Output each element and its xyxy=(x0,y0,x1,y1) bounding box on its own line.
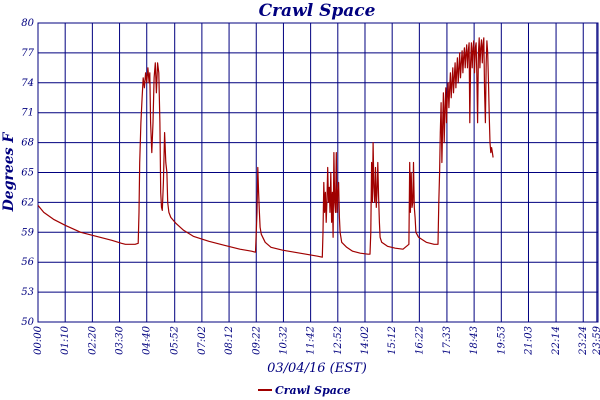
x-tick-label: 12:52 xyxy=(333,326,344,355)
x-axis-ticks: 00:00 01:10 02:20 03:30 04:40 05:52 07:02 08:12… xyxy=(33,325,600,355)
x-tick-label: 11:42 xyxy=(306,326,317,355)
x-tick-label: 21:03 xyxy=(523,326,534,356)
x-tick-label: 07:02 xyxy=(197,326,208,355)
y-tick-label: 53 xyxy=(21,287,34,298)
y-tick-label: 80 xyxy=(21,18,34,29)
y-tick-label: 65 xyxy=(21,168,34,179)
x-tick-label: 15:12 xyxy=(387,326,398,355)
y-tick-label: 50 xyxy=(21,317,34,328)
x-tick-label: 00:00 xyxy=(33,325,44,354)
x-tick-label: 22:14 xyxy=(551,326,562,356)
x-tick-label: 05:52 xyxy=(170,326,181,355)
x-tick-label: 23:59 xyxy=(592,325,600,355)
y-axis-ticks: 50 53 56 59 62 65 68 71 74 77 80 xyxy=(21,18,34,328)
x-tick-label: 16:22 xyxy=(414,326,425,355)
y-tick-label: 62 xyxy=(21,197,34,208)
y-tick-label: 71 xyxy=(21,108,34,119)
plot-grid xyxy=(37,22,599,323)
x-tick-label: 19:53 xyxy=(496,326,507,355)
y-axis-label: Degrees F xyxy=(1,132,17,213)
x-tick-label: 10:32 xyxy=(278,326,289,355)
legend-label: Crawl Space xyxy=(275,384,351,397)
y-tick-label: 68 xyxy=(21,138,34,149)
x-tick-label: 03:30 xyxy=(115,325,126,354)
series-layer xyxy=(37,37,494,258)
x-tick-label: 09:22 xyxy=(251,326,262,355)
x-tick-label: 18:43 xyxy=(469,326,480,355)
y-tick-label: 74 xyxy=(21,78,34,89)
x-tick-label: 02:20 xyxy=(87,325,98,354)
x-tick-label: 23:24 xyxy=(578,326,589,356)
y-tick-label: 59 xyxy=(21,227,34,238)
x-tick-label: 17:33 xyxy=(442,326,453,355)
x-tick-label: 04:40 xyxy=(142,325,153,354)
x-tick-label: 01:10 xyxy=(60,325,71,354)
x-tick-label: 14:02 xyxy=(360,326,371,355)
x-tick-label: 08:12 xyxy=(224,326,235,355)
y-tick-label: 56 xyxy=(21,257,34,268)
chart-title: Crawl Space xyxy=(259,1,376,21)
y-tick-label: 77 xyxy=(21,48,34,59)
legend: Crawl Space xyxy=(258,384,351,397)
series-line-crawl-space xyxy=(37,37,494,258)
x-axis-label: 03/04/16 (EST) xyxy=(267,361,367,376)
